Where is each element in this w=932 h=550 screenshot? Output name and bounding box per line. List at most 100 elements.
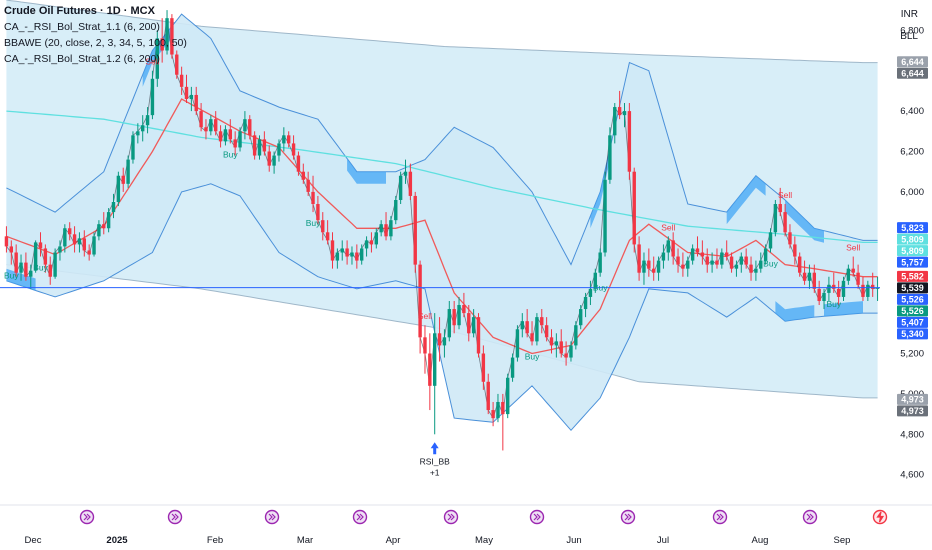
- buy-signal-label: Buy: [223, 149, 238, 159]
- candle-body: [184, 86, 189, 99]
- event-icon[interactable]: [167, 509, 183, 525]
- event-icon[interactable]: [264, 509, 280, 525]
- event-icon-glyph: [447, 513, 455, 521]
- candle-body: [394, 199, 398, 221]
- candle-body: [379, 224, 383, 233]
- candle-body: [491, 410, 495, 419]
- event-icon[interactable]: [79, 509, 95, 525]
- indicator-legend: Crude Oil Futures · 1D · MCX CA_-_RSI_Bo…: [4, 3, 187, 67]
- candle-body: [92, 236, 96, 255]
- y-tick-label: 4,800: [900, 429, 924, 440]
- candle-body: [481, 353, 486, 382]
- price-tag-label: 5,340: [901, 329, 924, 339]
- candle-body: [763, 248, 768, 261]
- rsi-bb-label: +1: [430, 467, 440, 477]
- candle-body: [194, 94, 198, 112]
- candle-body: [413, 195, 417, 265]
- candle-body: [286, 135, 291, 144]
- y-tick-label: 6,000: [900, 187, 924, 198]
- price-tag-label: 5,526: [901, 295, 924, 305]
- candle-body: [67, 228, 72, 235]
- candle-body: [622, 111, 627, 116]
- candle-body: [189, 94, 194, 99]
- unit-label[interactable]: BLL: [900, 31, 918, 42]
- price-tag-label: 5,582: [901, 272, 924, 282]
- candle-body: [340, 248, 344, 253]
- candle-body: [783, 212, 787, 233]
- candle-body: [773, 204, 778, 233]
- candle-body: [150, 78, 155, 116]
- event-icon[interactable]: [443, 509, 459, 525]
- candle-body: [63, 228, 67, 247]
- candle-body: [632, 171, 636, 245]
- candle-body: [204, 127, 208, 132]
- candle-body: [836, 288, 841, 297]
- price-tag: [897, 67, 928, 79]
- candle-body: [870, 284, 875, 289]
- event-icon-glyph: [806, 513, 814, 521]
- legend-indicator-2[interactable]: BBAWE (20, close, 2, 3, 34, 5, 100, 50): [4, 37, 187, 49]
- event-icon[interactable]: [802, 509, 818, 525]
- candle-body: [535, 317, 539, 342]
- x-tick-label: Jul: [657, 535, 669, 546]
- candle-body: [14, 252, 18, 273]
- symbol-title[interactable]: Crude Oil Futures · 1D · MCX: [4, 5, 155, 17]
- x-tick-label: Jun: [566, 535, 581, 546]
- candle-body: [175, 54, 179, 75]
- candle-body: [627, 111, 632, 172]
- candle-body: [228, 129, 233, 140]
- price-tag-label: 5,757: [901, 257, 924, 267]
- event-icon[interactable]: [620, 509, 636, 525]
- candle-body: [350, 252, 354, 257]
- candle-body: [564, 353, 568, 358]
- candle-body: [209, 119, 213, 132]
- candle-body: [238, 131, 242, 148]
- band-signal-marker: [775, 301, 815, 322]
- event-icon[interactable]: [529, 509, 545, 525]
- event-icon[interactable]: [712, 509, 728, 525]
- price-tag-label: 6,644: [901, 57, 924, 67]
- candle-body: [467, 313, 471, 334]
- legend-indicator-1[interactable]: CA_-_RSI_Bol_Strat_1.1 (6, 200): [4, 21, 160, 33]
- candle-body: [428, 353, 432, 386]
- x-tick-label: 2025: [106, 535, 128, 546]
- candle-body: [510, 357, 515, 378]
- x-tick-label: Apr: [386, 535, 401, 546]
- candle-body: [408, 171, 413, 196]
- candle-body: [447, 309, 452, 338]
- candle-body: [136, 131, 140, 136]
- sell-signal-label: Sell: [846, 243, 860, 253]
- candle-body: [369, 240, 374, 245]
- candle-body: [282, 135, 286, 144]
- currency-label[interactable]: INR: [900, 9, 918, 20]
- price-tag-label: 5,809: [901, 234, 924, 244]
- candle-body: [48, 264, 52, 277]
- event-icon[interactable]: [872, 509, 888, 525]
- candle-body: [705, 256, 709, 265]
- candle-body: [296, 155, 301, 172]
- event-icon-glyph: [356, 513, 364, 521]
- candle-body: [554, 341, 559, 346]
- candle-body: [724, 252, 729, 257]
- event-icon[interactable]: [352, 509, 368, 525]
- candle-body: [822, 292, 826, 301]
- candle-body: [97, 224, 101, 237]
- candle-body: [345, 248, 349, 257]
- candle-body: [608, 135, 612, 180]
- legend-indicator-3[interactable]: CA_-_RSI_Bol_Strat_1.2 (6, 200): [4, 53, 160, 65]
- candle-body: [613, 107, 617, 136]
- event-icon-glyph: [171, 513, 179, 521]
- band-signal-marker: [785, 200, 824, 243]
- price-tag: [897, 405, 928, 417]
- candle-body: [160, 38, 164, 51]
- candle-body: [311, 191, 315, 205]
- candle-body: [729, 256, 734, 269]
- y-tick-label: 4,600: [900, 470, 924, 481]
- price-tag-label: 5,539: [901, 283, 924, 293]
- rsi-bb-arrow: [430, 442, 439, 455]
- candle-body: [583, 296, 588, 310]
- candle-body: [540, 317, 544, 326]
- candle-body: [637, 244, 641, 273]
